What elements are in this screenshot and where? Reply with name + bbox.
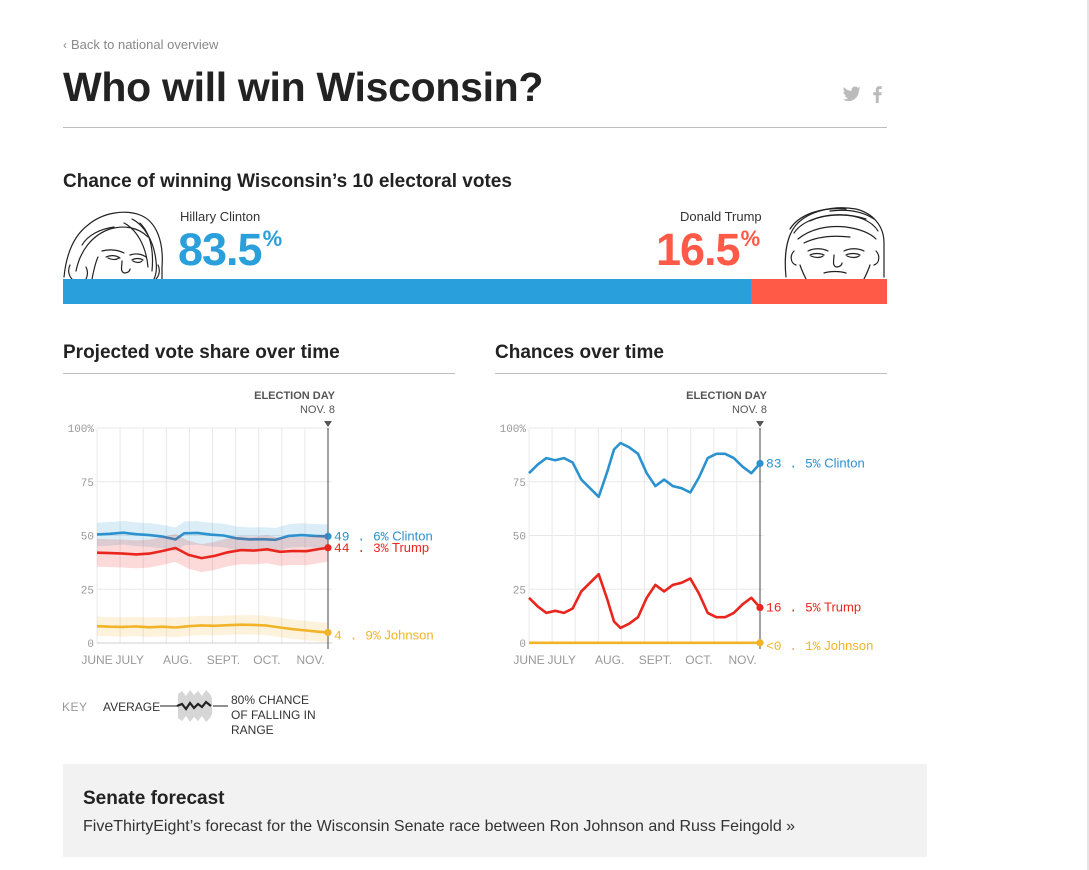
chances-x-tick-label: NOV. xyxy=(728,653,756,667)
chances-trump-end-value: 16 . 5% xyxy=(766,601,821,616)
vote-share-clinton-end-label: 49 . 6% Clinton xyxy=(334,528,433,544)
clinton-pct-sign: % xyxy=(262,226,283,251)
trump-portrait xyxy=(784,207,885,280)
vote-share-johnson-end-value: 4 . 9% xyxy=(334,628,381,643)
chances-trump-end-label: 16 . 5% Trump xyxy=(766,600,861,616)
chances-chart: 0 25 50 75 100% JUNE JULY AUG. SEPT. OCT. NOV. ELEC… xyxy=(500,390,874,667)
clinton-name: Hillary Clinton xyxy=(180,209,261,224)
chances-x-tick-label: OCT. xyxy=(685,653,712,667)
vote-share-trump-end-name: Trump xyxy=(389,540,429,555)
vote-share-trump-endpoint xyxy=(324,544,332,552)
chances-trump-end-name: Trump xyxy=(821,600,861,615)
vote-share-trump-end-label: 44 . 3% Trump xyxy=(334,540,429,556)
senate-title: Senate forecast xyxy=(83,788,225,809)
vote-share-y-tick-label: 25 xyxy=(81,585,94,597)
chances-y-tick-label: 50 xyxy=(513,532,526,544)
vote-share-johnson-endpoint xyxy=(324,628,332,637)
chances-x-tick-label: SEPT. xyxy=(639,653,672,667)
chances-divider xyxy=(495,373,887,374)
chances-y-tick-label: 75 xyxy=(513,478,526,490)
chances-election-day-label: ELECTION DAY xyxy=(686,390,768,402)
vote-share-election-day-date: NOV. 8 xyxy=(300,404,335,416)
page-edge xyxy=(1087,0,1089,870)
vote-share-x-tick-label: JULY xyxy=(115,653,143,667)
vote-share-clinton-end-name: Clinton xyxy=(389,528,433,543)
vote-share-x-tick-label: AUG. xyxy=(163,653,192,667)
page-title: Who will win Wisconsin? xyxy=(63,64,544,110)
vote-share-x-tick-label: JUNE xyxy=(81,653,112,667)
chances-clinton-endpoint xyxy=(756,459,764,468)
title-divider xyxy=(63,127,887,128)
vote-share-trump-end-value: 44 . 3% xyxy=(334,541,389,556)
chances-clinton-end-value: 83 . 5% xyxy=(766,456,821,471)
chances-y-tick-label: 0 xyxy=(519,639,526,651)
vote-share-johnson-range-band xyxy=(97,615,328,643)
vote-share-y-tick-label: 0 xyxy=(87,639,94,651)
vote-share-johnson-end-label: 4 . 9% Johnson xyxy=(334,627,434,643)
back-link[interactable]: ‹ Back to national overview xyxy=(63,37,218,52)
senate-forecast-link[interactable]: Senate forecast FiveThirtyEight’s foreca… xyxy=(63,764,927,857)
clinton-win-pct-value: 83.5 xyxy=(178,224,263,275)
key-average-label: AVERAGE xyxy=(103,700,161,714)
clinton-win-pct: 83.5% xyxy=(178,224,283,276)
win-probability-bar xyxy=(63,279,887,304)
vote-share-election-day-label: ELECTION DAY xyxy=(254,390,336,402)
vote-share-chart: 0 25 50 75 100% JUNE JULY AUG. SEPT. OCT. NOV. ELEC… xyxy=(68,390,434,667)
chances-trump-line xyxy=(528,572,761,630)
trump-win-pct-value: 16.5 xyxy=(656,224,741,275)
vote-share-x-tick-label: NOV. xyxy=(296,653,324,667)
chances-y-tick-label: 25 xyxy=(513,585,526,597)
vote-share-clinton-line xyxy=(96,531,329,542)
chances-election-day-arrow xyxy=(756,421,764,427)
vote-share-y-tick-label: 75 xyxy=(81,478,94,490)
chances-trump-endpoint xyxy=(756,603,764,612)
trump-win-pct: 16.5% xyxy=(656,224,761,276)
vote-share-x-tick-label: OCT. xyxy=(253,653,280,667)
chances-x-tick-label: JULY xyxy=(547,653,575,667)
vote-share-y-tick-label: 50 xyxy=(81,532,94,544)
chances-clinton-line xyxy=(528,441,761,499)
vote-share-clinton-end-value: 49 . 6% xyxy=(334,529,389,544)
key-label: KEY xyxy=(62,700,88,714)
trump-name: Donald Trump xyxy=(680,209,762,224)
back-link-label: Back to national overview xyxy=(71,37,219,52)
clinton-bar-segment xyxy=(63,279,752,304)
chances-y-tick-label: 100% xyxy=(500,424,527,436)
chances-x-tick-label: AUG. xyxy=(595,653,624,667)
twitter-icon[interactable] xyxy=(843,86,861,102)
chances-johnson-end-label: <0 . 1% Johnson xyxy=(766,638,873,654)
vote-share-trump-line xyxy=(96,546,329,560)
chances-johnson-end-value: <0 . 1% xyxy=(766,639,821,654)
vote-share-y-tick-label: 100% xyxy=(68,424,95,436)
chances-johnson-end-name: Johnson xyxy=(821,638,874,653)
summary-heading: Chance of winning Wisconsin’s 10 elector… xyxy=(63,171,512,192)
vote-share-johnson-end-name: Johnson xyxy=(381,627,434,642)
chevron-left-icon: ‹ xyxy=(63,38,67,52)
chances-clinton-end-name: Clinton xyxy=(821,455,865,470)
vote-share-election-day-arrow xyxy=(324,421,332,427)
vote-share-clinton-endpoint xyxy=(324,532,332,540)
vote-share-heading: Projected vote share over time xyxy=(63,342,340,363)
facebook-icon[interactable] xyxy=(873,86,882,103)
vote-share-trump-range-band xyxy=(97,533,328,573)
chances-heading: Chances over time xyxy=(495,342,664,363)
trump-pct-sign: % xyxy=(740,226,761,251)
chances-johnson-endpoint xyxy=(756,639,764,647)
vote-share-x-tick-label: SEPT. xyxy=(207,653,240,667)
vote-share-divider xyxy=(63,373,455,374)
chances-x-tick-label: JUNE xyxy=(513,653,544,667)
chances-election-day-date: NOV. 8 xyxy=(732,404,767,416)
vote-share-clinton-range-band xyxy=(97,520,328,552)
trump-bar-segment xyxy=(751,279,887,304)
key-legend-graphic xyxy=(160,690,228,722)
vote-share-johnson-line xyxy=(96,623,329,634)
senate-description: FiveThirtyEight’s forecast for the Wisco… xyxy=(83,818,796,835)
chances-clinton-end-label: 83 . 5% Clinton xyxy=(766,455,865,471)
clinton-portrait xyxy=(63,211,163,280)
key-range-label: 80% CHANCE OF FALLING IN RANGE xyxy=(231,693,316,737)
